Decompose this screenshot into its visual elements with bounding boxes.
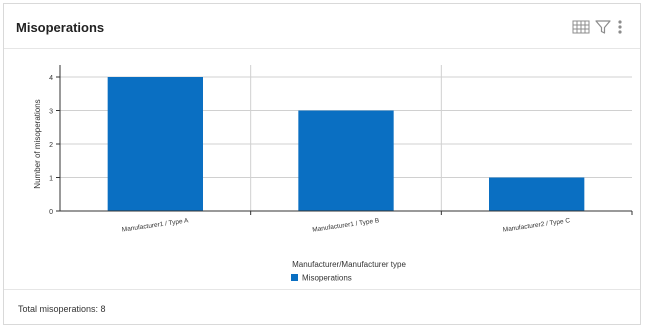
bar-chart: 0 1 2 3 4 Manufacturer1 / Type A Manufacturer1…	[33, 65, 633, 283]
y-tick-label: 1	[49, 176, 53, 183]
x-tick-label: Manufacturer2 / Type C	[502, 217, 570, 233]
bar	[107, 77, 203, 211]
chart-area: 0 1 2 3 4 Manufacturer1 / Type A Manufacturer1…	[4, 49, 640, 287]
panel-footer: Total misoperations: 8	[4, 289, 640, 326]
x-axis-title: Manufacturer/Manufacturer type	[292, 260, 406, 269]
x-tick-label: Manufacturer1 / Type A	[121, 217, 189, 233]
legend: Misoperations	[291, 274, 352, 283]
legend-swatch	[291, 274, 298, 281]
y-axis-title: Number of misoperations	[33, 99, 42, 188]
bar	[489, 177, 585, 211]
panel-toolbar	[572, 18, 632, 36]
y-tick-label: 3	[49, 109, 53, 116]
y-tick-label: 2	[49, 142, 53, 149]
y-tick-label: 4	[49, 75, 53, 82]
bar	[298, 110, 394, 211]
legend-label: Misoperations	[302, 274, 352, 283]
y-tick-label: 0	[49, 209, 53, 216]
table-icon[interactable]	[572, 18, 590, 36]
more-vertical-icon[interactable]	[614, 18, 626, 36]
panel-title: Misoperations	[16, 20, 105, 35]
filter-icon[interactable]	[594, 18, 612, 36]
x-tick-label: Manufacturer1 / Type B	[312, 217, 380, 233]
bars	[107, 77, 585, 211]
total-misoperations: Total misoperations: 8	[18, 304, 106, 314]
panel-header: Misoperations	[4, 4, 640, 49]
misoperations-panel: Misoperations	[3, 3, 641, 325]
